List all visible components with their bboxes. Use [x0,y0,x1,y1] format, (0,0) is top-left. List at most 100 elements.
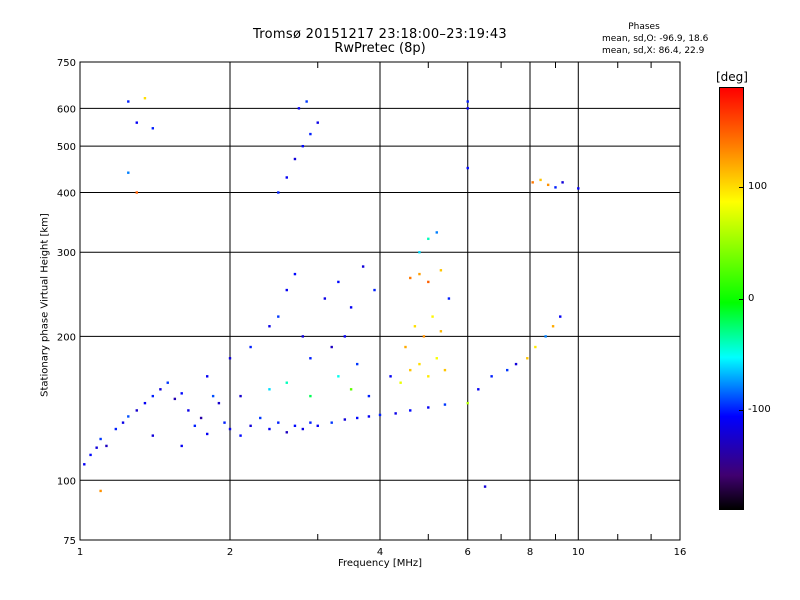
data-point [349,306,353,309]
data-point [355,362,359,366]
y-tick-label: 500 [57,142,76,153]
data-point [418,251,421,254]
data-point [483,485,487,488]
data-point [105,444,108,448]
chart-title: Tromsø 20151217 23:18:00–23:19:43 [252,27,508,42]
data-point [151,394,155,398]
y-tick-label: 750 [57,58,76,69]
data-point [389,375,392,378]
data-point [378,413,382,417]
data-point [205,432,209,436]
data-point [180,444,183,448]
data-point [285,176,288,179]
data-point [394,412,397,415]
data-point [427,375,430,378]
data-point [268,325,271,328]
data-point [431,315,434,318]
x-tick-label: 16 [674,547,687,558]
data-point [439,330,443,333]
data-point [559,315,562,318]
data-point [447,297,451,300]
colorbar-tick-label: -100 [748,403,771,415]
data-point [249,424,252,428]
data-point [409,276,412,280]
data-point [539,178,542,182]
data-point [205,375,209,378]
y-tick-label: 100 [57,476,76,487]
legend-line-x: mean, sd,X: 86.4, 22.9 [602,46,705,56]
data-point [546,183,550,187]
data-point [323,297,327,300]
data-point [239,434,242,437]
data-point [297,107,301,110]
data-point [180,392,183,395]
data-point [143,401,147,405]
data-point [531,181,534,184]
data-point [193,424,197,428]
data-point [309,394,312,398]
data-point [561,181,564,184]
y-tick-label: 600 [57,104,76,115]
data-point [309,357,312,360]
data-point [293,424,297,428]
x-tick-label: 4 [377,547,383,558]
data-point [526,357,529,360]
data-point [159,388,162,391]
data-point [173,397,177,401]
data-point [443,368,447,372]
data-point [439,269,443,272]
data-point [343,335,347,338]
data-point [413,325,417,328]
data-point [435,357,438,360]
plot-frame [79,61,681,541]
data-point [277,315,280,318]
data-point [466,401,469,405]
data-point [228,427,232,431]
data-point [99,489,102,493]
data-point [127,171,130,174]
legend-line-o: mean, sd,O: -96.9, 18.6 [602,34,709,44]
data-point [151,127,155,130]
data-point [268,427,271,431]
data-point [223,421,226,424]
data-point [143,96,147,100]
data-point [577,187,580,190]
data-point [121,421,125,424]
data-point [83,463,86,466]
data-point [367,415,371,418]
data-point [534,345,537,349]
data-point [337,375,340,378]
data-point [367,394,371,398]
data-point [466,107,469,110]
data-point [418,362,421,366]
data-point [343,418,347,421]
y-tick-label: 400 [57,188,76,199]
y-tick-label: 200 [57,332,76,343]
x-tick-label: 1 [77,547,83,558]
data-point [135,409,138,412]
colorbar-tick-mark [739,409,744,411]
data-point [337,280,340,284]
data-point [211,394,215,398]
data-point [301,427,305,431]
y-tick-label: 300 [57,248,76,259]
data-point [268,388,271,391]
data-point [373,288,376,292]
colorbar-unit: [deg] [716,70,748,84]
data-point [135,121,138,124]
colorbar-tick-label: 100 [748,181,768,193]
data-point [301,144,305,148]
data-point [277,421,280,424]
data-point [551,325,555,328]
y-tick-label: 75 [63,536,76,547]
data-point [187,409,190,412]
data-point [554,186,557,189]
data-point [505,368,509,372]
data-point [114,427,118,431]
data-point [293,272,297,276]
data-point [422,335,426,338]
data-point [285,431,288,434]
data-point [330,421,333,424]
data-point [127,100,130,103]
